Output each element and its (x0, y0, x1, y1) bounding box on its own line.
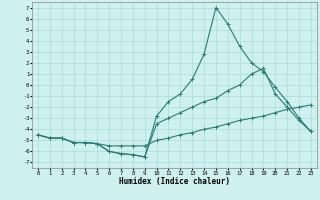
X-axis label: Humidex (Indice chaleur): Humidex (Indice chaleur) (119, 177, 230, 186)
